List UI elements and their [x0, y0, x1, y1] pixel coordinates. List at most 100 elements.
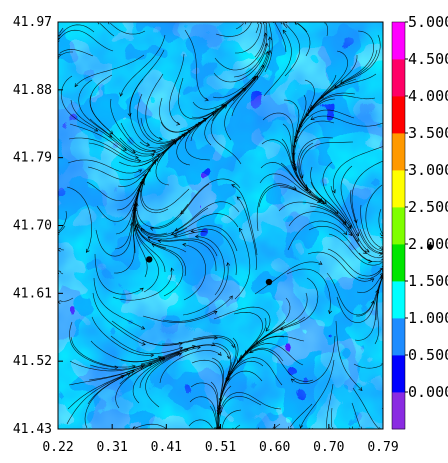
- streamline-arrow: [318, 261, 323, 265]
- streamline-arrow: [170, 231, 175, 236]
- streamline-arrow: [280, 22, 284, 25]
- streamline: [378, 247, 383, 250]
- y-tick-label: 41.70: [13, 219, 52, 234]
- streamline: [254, 24, 266, 58]
- streamline-arrow: [299, 174, 304, 179]
- colorbar-segment: [392, 170, 405, 208]
- streamline: [68, 137, 141, 161]
- streamline: [86, 174, 147, 201]
- streamline: [204, 87, 247, 146]
- streamline-arrow: [158, 137, 163, 141]
- streamline-arrow: [328, 310, 332, 315]
- streamline: [210, 104, 242, 165]
- streamline-arrow: [380, 363, 383, 367]
- streamline: [142, 311, 218, 323]
- streamline: [310, 181, 359, 242]
- streamline: [67, 370, 135, 410]
- streamline-arrow: [137, 188, 141, 193]
- streamline: [135, 203, 188, 238]
- streamline: [350, 189, 383, 255]
- streamline: [379, 232, 382, 236]
- streamline: [66, 186, 93, 253]
- colorbar-label: 4.000: [408, 87, 448, 105]
- streamline: [274, 22, 287, 53]
- streamline: [280, 277, 319, 330]
- streamline-arrow: [226, 355, 231, 360]
- streamline: [129, 78, 150, 146]
- streamline-arrow: [151, 243, 156, 248]
- streamline-arrow: [380, 261, 383, 266]
- streamline-arrow: [58, 300, 62, 305]
- colorbar-label: 0.500: [408, 346, 448, 364]
- streamline: [231, 50, 271, 117]
- streamline: [219, 392, 282, 414]
- streamline: [254, 261, 323, 295]
- streamline: [74, 54, 145, 87]
- streamline-arrow: [362, 250, 367, 254]
- streamline: [145, 73, 164, 140]
- streamline-arrow: [213, 110, 218, 115]
- streamline-arrow: [196, 345, 201, 350]
- streamline: [309, 73, 377, 111]
- streamline: [92, 292, 146, 345]
- streamline: [89, 118, 155, 157]
- streamline-arrow: [85, 248, 90, 253]
- streamline: [286, 268, 331, 314]
- streamline: [326, 272, 374, 316]
- streamline: [191, 228, 237, 276]
- streamline: [353, 363, 382, 369]
- streamline: [182, 244, 206, 301]
- streamline-arrow: [265, 327, 270, 332]
- streamline: [281, 138, 323, 202]
- streamline: [180, 178, 241, 215]
- streamline: [327, 248, 381, 277]
- streamline: [232, 36, 271, 102]
- streamline-arrow: [348, 232, 352, 237]
- streamline: [66, 375, 125, 425]
- streamline: [151, 243, 184, 297]
- streamline: [352, 387, 379, 429]
- outside-marker: [427, 244, 433, 250]
- streamline: [235, 23, 244, 30]
- streamline: [289, 403, 313, 428]
- streamline: [89, 357, 165, 370]
- streamline: [182, 262, 229, 316]
- colorbar-frame: [391, 21, 406, 430]
- y-axis-ticks: 41.97 41.88 41.79 41.70 41.61 41.52 41.43: [13, 15, 63, 437]
- x-axis-ticks: 0.22 0.31 0.41 0.51 0.60 0.70 0.79: [42, 424, 399, 455]
- streamline-arrow: [229, 295, 233, 300]
- streamline: [365, 184, 383, 248]
- streamline-arrow: [154, 157, 159, 162]
- streamline: [159, 350, 222, 384]
- streamline: [135, 225, 186, 277]
- streamline: [210, 381, 219, 429]
- streamline-arrow: [293, 167, 298, 172]
- markers: [146, 256, 273, 286]
- streamline: [224, 76, 258, 141]
- streamline-arrow: [187, 129, 192, 134]
- x-tick-label: 0.60: [259, 440, 290, 455]
- streamline: [174, 201, 240, 231]
- streamline: [70, 336, 136, 368]
- streamline-arrow: [194, 234, 199, 239]
- streamline-arrow: [370, 300, 375, 305]
- colorbar-labels: 0.000 0.500 1.000 1.500 2.000 2.500 3.000 3.500…: [405, 13, 448, 401]
- colorbar-label: 2.000: [408, 235, 448, 253]
- streamline: [359, 228, 383, 254]
- streamline: [188, 419, 213, 429]
- streamline: [309, 205, 367, 254]
- streamline: [69, 321, 118, 368]
- streamline: [264, 22, 273, 73]
- streamline: [274, 423, 281, 429]
- streamline-arrow: [381, 246, 383, 251]
- streamline: [214, 33, 266, 71]
- streamline: [340, 30, 375, 84]
- streamline: [136, 223, 208, 240]
- colorbar-label: 2.500: [408, 198, 448, 216]
- marker-point: [265, 278, 273, 286]
- streamline-arrow: [294, 22, 299, 25]
- streamline: [293, 118, 309, 191]
- streamline: [96, 180, 144, 222]
- streamline: [221, 409, 242, 429]
- marker-point: [146, 256, 153, 263]
